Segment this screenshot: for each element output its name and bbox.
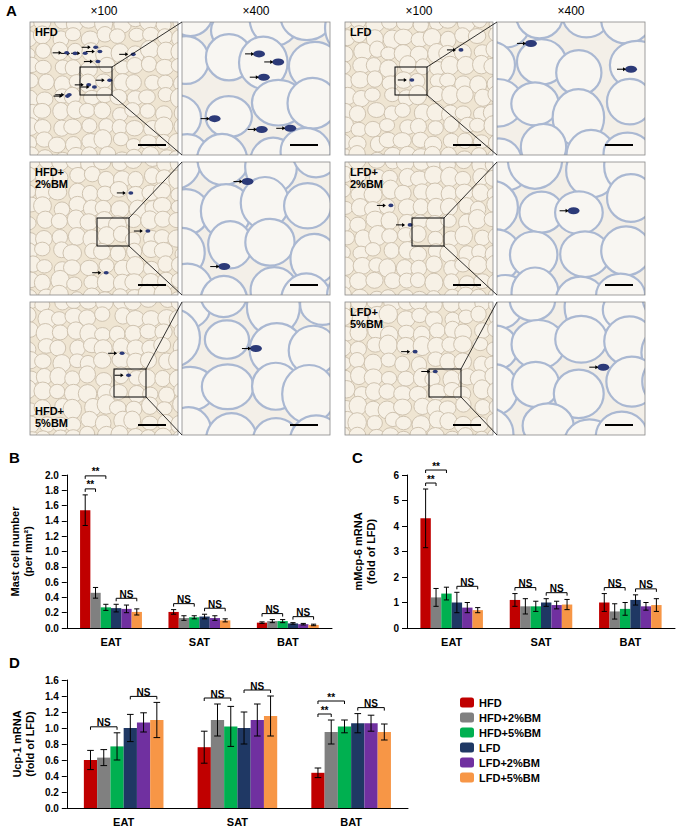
svg-text:LFD: LFD xyxy=(350,26,371,38)
svg-text:3: 3 xyxy=(393,546,399,557)
svg-text:EAT: EAT xyxy=(441,636,462,648)
svg-text:0.4: 0.4 xyxy=(45,771,59,782)
svg-text:NS: NS xyxy=(608,578,622,589)
svg-text:1.0: 1.0 xyxy=(45,723,59,734)
svg-text:**: ** xyxy=(86,479,94,490)
svg-text:0.6: 0.6 xyxy=(45,755,59,766)
svg-text:NS: NS xyxy=(460,577,474,588)
svg-text:1.8: 1.8 xyxy=(45,485,59,496)
svg-text:BAT: BAT xyxy=(619,636,641,648)
svg-text:0.4: 0.4 xyxy=(45,592,59,603)
svg-text:NS: NS xyxy=(120,589,134,600)
svg-text:NS: NS xyxy=(97,717,111,728)
svg-text:×400: ×400 xyxy=(557,4,584,18)
svg-text:×100: ×100 xyxy=(405,4,432,18)
svg-text:1.6: 1.6 xyxy=(45,500,59,511)
svg-text:HFD+2%BM: HFD+2%BM xyxy=(479,712,541,724)
svg-text:A: A xyxy=(6,2,17,19)
svg-text:2.0: 2.0 xyxy=(45,470,59,481)
svg-text:4: 4 xyxy=(393,521,399,532)
svg-text:1.2: 1.2 xyxy=(45,531,59,542)
svg-text:1.4: 1.4 xyxy=(45,691,59,702)
svg-text:EAT: EAT xyxy=(100,636,121,648)
svg-text:NS: NS xyxy=(137,687,151,698)
svg-text:1.0: 1.0 xyxy=(45,546,59,557)
svg-text:**: ** xyxy=(327,692,335,703)
svg-text:HFD: HFD xyxy=(479,697,502,709)
svg-text:mMcp-6 mRNA: mMcp-6 mRNA xyxy=(352,512,364,590)
svg-text:×400: ×400 xyxy=(242,4,269,18)
svg-text:0.8: 0.8 xyxy=(45,561,59,572)
svg-text:HFD+5%BM: HFD+5%BM xyxy=(479,727,541,739)
svg-text:LFD+2%BM: LFD+2%BM xyxy=(350,166,383,190)
svg-text:**: ** xyxy=(432,461,440,472)
svg-text:1.2: 1.2 xyxy=(45,707,59,718)
svg-text:Ucp-1 mRNA: Ucp-1 mRNA xyxy=(11,710,23,777)
svg-text:(fold of LFD): (fold of LFD) xyxy=(24,711,36,777)
svg-text:0.2: 0.2 xyxy=(45,607,59,618)
svg-text:(per mm²): (per mm²) xyxy=(22,526,34,577)
svg-text:NS: NS xyxy=(550,583,564,594)
svg-text:SAT: SAT xyxy=(189,636,210,648)
svg-text:HFD: HFD xyxy=(35,26,58,38)
svg-text:0.8: 0.8 xyxy=(45,739,59,750)
svg-text:0.2: 0.2 xyxy=(45,787,59,798)
svg-text:NS: NS xyxy=(265,604,279,615)
svg-text:**: ** xyxy=(321,705,329,716)
svg-text:LFD+5%BM: LFD+5%BM xyxy=(350,306,383,330)
svg-text:5: 5 xyxy=(393,495,399,506)
svg-text:B: B xyxy=(9,449,20,466)
svg-text:1.6: 1.6 xyxy=(45,675,59,686)
svg-text:LFD+5%BM: LFD+5%BM xyxy=(479,772,540,784)
svg-text:NS: NS xyxy=(250,681,264,692)
svg-text:0.0: 0.0 xyxy=(45,623,59,634)
svg-text:EAT: EAT xyxy=(113,816,134,828)
svg-text:**: ** xyxy=(92,466,100,477)
svg-text:LFD: LFD xyxy=(479,742,500,754)
svg-text:6: 6 xyxy=(393,470,399,481)
svg-text:NS: NS xyxy=(177,594,191,605)
svg-text:NS: NS xyxy=(639,579,653,590)
svg-text:SAT: SAT xyxy=(530,636,551,648)
svg-text:1.4: 1.4 xyxy=(45,515,59,526)
svg-text:NS: NS xyxy=(364,698,378,709)
svg-text:D: D xyxy=(9,654,20,671)
svg-text:Mast cell number: Mast cell number xyxy=(9,506,21,597)
svg-text:0.0: 0.0 xyxy=(45,803,59,814)
svg-text:1: 1 xyxy=(393,597,399,608)
svg-text:2: 2 xyxy=(393,572,399,583)
svg-text:LFD+2%BM: LFD+2%BM xyxy=(479,757,540,769)
svg-text:×100: ×100 xyxy=(90,4,117,18)
svg-text:0.6: 0.6 xyxy=(45,577,59,588)
svg-text:BAT: BAT xyxy=(277,636,299,648)
svg-text:HFD+2%BM: HFD+2%BM xyxy=(35,166,68,190)
svg-text:BAT: BAT xyxy=(340,816,362,828)
svg-text:**: ** xyxy=(427,474,435,485)
svg-text:C: C xyxy=(352,449,363,466)
svg-text:NS: NS xyxy=(518,578,532,589)
svg-text:(fold of LFD): (fold of LFD) xyxy=(365,518,377,584)
svg-text:NS: NS xyxy=(296,607,310,618)
svg-text:0: 0 xyxy=(393,623,399,634)
svg-text:SAT: SAT xyxy=(227,816,248,828)
svg-text:NS: NS xyxy=(208,599,222,610)
svg-text:HFD+5%BM: HFD+5%BM xyxy=(35,405,68,429)
svg-text:NS: NS xyxy=(211,689,225,700)
